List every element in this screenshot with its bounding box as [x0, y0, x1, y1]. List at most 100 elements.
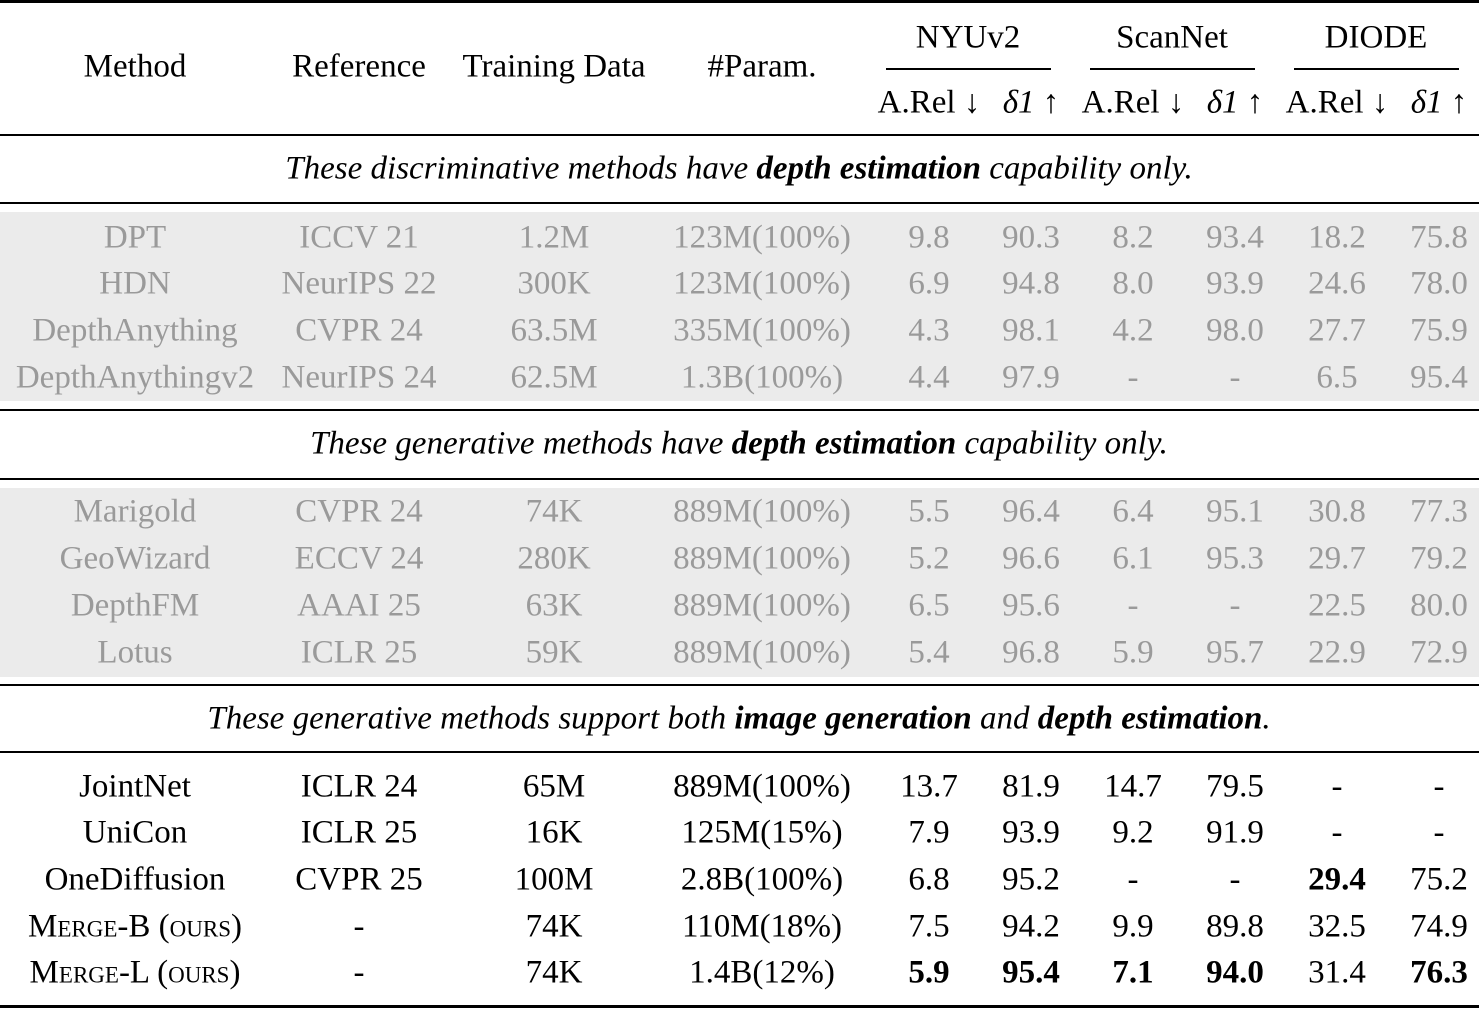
cell-diode-arel: - [1331, 768, 1343, 805]
cell-diode-d1: 72.9 [1410, 634, 1468, 671]
header-dataset: DIODE [1324, 19, 1428, 56]
cell-nyu-d1: 95.4 [1002, 954, 1060, 991]
dataset-underline [1294, 68, 1459, 70]
cell-method: DepthAnything [32, 312, 238, 349]
cell-nyu-arel: 7.5 [908, 908, 950, 945]
cell-scannet-d1: 95.7 [1206, 634, 1264, 671]
cell-training-data: 300K [517, 265, 591, 302]
cell-nyu-arel: 5.2 [908, 540, 950, 577]
cell-scannet-arel: 6.1 [1112, 540, 1154, 577]
cell-reference: NeurIPS 22 [281, 265, 437, 302]
cell-training-data: 100M [514, 861, 594, 898]
cell-diode-arel: 27.7 [1308, 312, 1366, 349]
header-training-data: Training Data [462, 48, 646, 85]
cell-diode-arel: 31.4 [1308, 954, 1366, 991]
cell-nyu-d1: 98.1 [1002, 312, 1060, 349]
cell-reference: AAAI 25 [297, 587, 421, 624]
cell-scannet-arel: - [1127, 359, 1139, 396]
cell-diode-d1: 80.0 [1410, 587, 1468, 624]
cell-scannet-d1: 95.3 [1206, 540, 1264, 577]
cell-diode-d1: 79.2 [1410, 540, 1468, 577]
section-rule [0, 202, 1479, 204]
section-rule [0, 684, 1479, 686]
cell-diode-d1: 78.0 [1410, 265, 1468, 302]
cell-method: DepthFM [70, 587, 200, 624]
cell-scannet-arel: 6.4 [1112, 493, 1154, 530]
cell-diode-arel: 30.8 [1308, 493, 1366, 530]
section-rule [0, 751, 1479, 753]
section-rule [0, 478, 1479, 480]
header-metric: δ1 ↑ [1410, 84, 1468, 121]
cell-method: DepthAnythingv2 [15, 359, 255, 396]
cell-scannet-d1: 95.1 [1206, 493, 1264, 530]
cell-training-data: 62.5M [510, 359, 598, 396]
cell-reference: NeurIPS 24 [281, 359, 437, 396]
header-reference: Reference [292, 48, 426, 85]
cell-params: 2.8B(100%) [680, 861, 844, 898]
cell-scannet-arel: - [1127, 861, 1139, 898]
cell-scannet-arel: 4.2 [1112, 312, 1154, 349]
cell-scannet-arel: 9.2 [1112, 814, 1154, 851]
cell-training-data: 1.2M [518, 219, 590, 256]
cell-training-data: 65M [522, 768, 586, 805]
cell-diode-d1: - [1433, 814, 1445, 851]
cell-diode-arel: 18.2 [1308, 219, 1366, 256]
cell-nyu-d1: 96.4 [1002, 493, 1060, 530]
header-metric: δ1 ↑ [1206, 84, 1264, 121]
header-metric: A.Rel ↓ [1081, 84, 1185, 121]
cell-nyu-arel: 6.9 [908, 265, 950, 302]
cell-method: UniCon [82, 814, 188, 851]
cell-method: DPT [103, 219, 167, 256]
section-caption: These discriminative methods have depth … [285, 150, 1193, 187]
cell-training-data: 74K [525, 954, 583, 991]
cell-nyu-arel: 4.4 [908, 359, 950, 396]
cell-params: 1.4B(12%) [689, 954, 835, 991]
cell-method: JointNet [79, 768, 191, 805]
dataset-underline [1090, 68, 1255, 70]
cell-method: Merge-L (ours) [29, 954, 241, 991]
cell-method: Merge-B (ours) [28, 908, 242, 945]
cell-nyu-d1: 96.8 [1002, 634, 1060, 671]
section-shade [0, 212, 1479, 401]
cell-diode-d1: 75.9 [1410, 312, 1468, 349]
cell-reference: ECCV 24 [294, 540, 424, 577]
section-shade [0, 488, 1479, 677]
cell-diode-d1: 77.3 [1410, 493, 1468, 530]
cell-scannet-arel: 7.1 [1112, 954, 1154, 991]
cell-method: Lotus [97, 634, 173, 671]
cell-scannet-arel: 14.7 [1104, 768, 1162, 805]
cell-params: 889M(100%) [673, 634, 851, 671]
cell-reference: - [353, 908, 365, 945]
cell-scannet-d1: 98.0 [1206, 312, 1264, 349]
cell-scannet-arel: 8.0 [1112, 265, 1154, 302]
cell-nyu-arel: 4.3 [908, 312, 950, 349]
cell-scannet-d1: - [1229, 587, 1241, 624]
cell-training-data: 59K [525, 634, 583, 671]
cell-training-data: 63.5M [510, 312, 598, 349]
cell-diode-arel: 29.4 [1308, 861, 1366, 898]
cell-reference: - [353, 954, 365, 991]
cell-diode-d1: 75.8 [1410, 219, 1468, 256]
cell-diode-d1: - [1433, 768, 1445, 805]
header-dataset: ScanNet [1116, 19, 1228, 56]
cell-scannet-d1: 91.9 [1206, 814, 1264, 851]
cell-training-data: 63K [525, 587, 583, 624]
section-caption: These generative methods have depth esti… [310, 425, 1168, 462]
cell-reference: ICCV 21 [299, 219, 419, 256]
cell-method: OneDiffusion [44, 861, 226, 898]
cell-scannet-d1: 94.0 [1206, 954, 1264, 991]
cell-diode-arel: 22.5 [1308, 587, 1366, 624]
bottom-rule [0, 1005, 1479, 1008]
cell-reference: CVPR 25 [295, 861, 423, 898]
cell-diode-d1: 75.2 [1410, 861, 1468, 898]
cell-reference: ICLR 25 [300, 634, 418, 671]
cell-params: 123M(100%) [673, 265, 851, 302]
header-params: #Param. [707, 48, 817, 85]
header-metric: A.Rel ↓ [877, 84, 981, 121]
cell-nyu-arel: 13.7 [900, 768, 958, 805]
header-rule [0, 134, 1479, 136]
cell-scannet-d1: 89.8 [1206, 908, 1264, 945]
header-method: Method [83, 48, 187, 85]
cell-scannet-d1: 93.9 [1206, 265, 1264, 302]
cell-nyu-d1: 96.6 [1002, 540, 1060, 577]
